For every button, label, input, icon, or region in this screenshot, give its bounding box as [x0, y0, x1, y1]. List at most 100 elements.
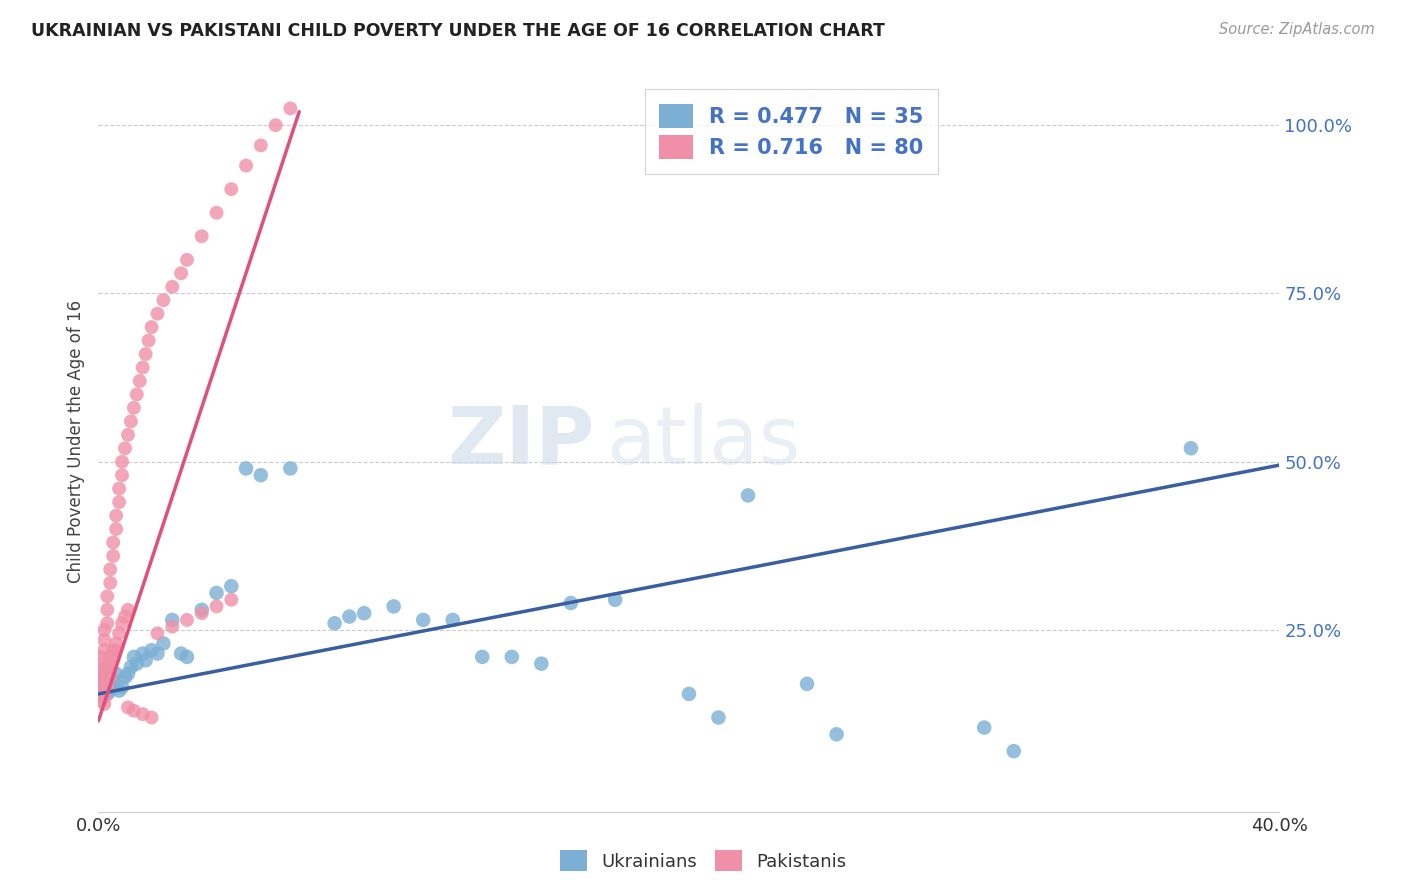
- Point: [98, 657, 121, 671]
- Point: [501, 649, 523, 664]
- Point: [796, 677, 818, 691]
- Point: [120, 660, 142, 674]
- Point: [96, 687, 118, 701]
- Point: [122, 704, 145, 718]
- Point: [125, 387, 148, 401]
- Point: [132, 707, 155, 722]
- Point: [280, 102, 302, 116]
- Point: [707, 710, 730, 724]
- Point: [191, 606, 214, 620]
- Point: [250, 138, 273, 153]
- Text: UKRAINIAN VS PAKISTANI CHILD POVERTY UNDER THE AGE OF 16 CORRELATION CHART: UKRAINIAN VS PAKISTANI CHILD POVERTY UND…: [31, 22, 884, 40]
- Point: [98, 575, 121, 590]
- Point: [176, 252, 198, 267]
- Point: [339, 609, 361, 624]
- Point: [146, 647, 169, 661]
- Point: [205, 205, 228, 219]
- Point: [111, 680, 134, 694]
- Point: [105, 522, 128, 536]
- Point: [96, 660, 118, 674]
- Point: [93, 633, 115, 648]
- Point: [170, 266, 193, 280]
- Point: [141, 710, 163, 724]
- Point: [141, 320, 163, 334]
- Point: [98, 562, 121, 576]
- Point: [96, 670, 118, 684]
- Point: [1002, 744, 1025, 758]
- Point: [93, 697, 115, 711]
- Point: [221, 579, 243, 593]
- Point: [221, 592, 243, 607]
- Point: [382, 599, 405, 614]
- Point: [98, 670, 121, 684]
- Point: [90, 664, 112, 678]
- Point: [471, 649, 494, 664]
- Point: [114, 670, 136, 684]
- Point: [93, 680, 115, 694]
- Point: [191, 603, 214, 617]
- Point: [323, 616, 346, 631]
- Text: atlas: atlas: [606, 402, 800, 481]
- Point: [280, 461, 302, 475]
- Point: [235, 159, 257, 173]
- Point: [90, 657, 112, 671]
- Point: [122, 649, 145, 664]
- Point: [125, 657, 148, 671]
- Point: [353, 606, 375, 620]
- Point: [264, 118, 287, 132]
- Point: [1180, 442, 1202, 456]
- Point: [530, 657, 553, 671]
- Point: [162, 620, 183, 634]
- Text: ZIP: ZIP: [447, 402, 595, 481]
- Point: [103, 549, 125, 563]
- Point: [98, 683, 121, 698]
- Point: [560, 596, 582, 610]
- Point: [98, 649, 121, 664]
- Point: [93, 623, 115, 637]
- Point: [114, 609, 136, 624]
- Point: [825, 727, 848, 741]
- Point: [93, 677, 115, 691]
- Point: [138, 334, 160, 348]
- Point: [93, 690, 115, 705]
- Point: [105, 643, 128, 657]
- Point: [122, 401, 145, 415]
- Point: [605, 592, 627, 607]
- Point: [108, 482, 131, 496]
- Point: [98, 664, 121, 678]
- Point: [103, 673, 125, 688]
- Point: [162, 613, 183, 627]
- Point: [103, 680, 125, 694]
- Point: [111, 616, 134, 631]
- Point: [111, 455, 134, 469]
- Point: [162, 279, 183, 293]
- Point: [90, 687, 112, 701]
- Legend: Ukrainians, Pakistanis: Ukrainians, Pakistanis: [553, 843, 853, 879]
- Point: [412, 613, 434, 627]
- Point: [90, 664, 112, 678]
- Point: [108, 495, 131, 509]
- Point: [108, 683, 131, 698]
- Point: [132, 360, 155, 375]
- Point: [96, 680, 118, 694]
- Point: [105, 508, 128, 523]
- Point: [152, 293, 174, 308]
- Point: [114, 442, 136, 456]
- Legend: R = 0.477   N = 35, R = 0.716   N = 80: R = 0.477 N = 35, R = 0.716 N = 80: [645, 89, 938, 174]
- Point: [93, 683, 115, 698]
- Text: Source: ZipAtlas.com: Source: ZipAtlas.com: [1219, 22, 1375, 37]
- Point: [111, 468, 134, 483]
- Point: [93, 643, 115, 657]
- Point: [117, 427, 139, 442]
- Point: [737, 488, 759, 502]
- Point: [250, 468, 273, 483]
- Point: [170, 647, 193, 661]
- Point: [146, 626, 169, 640]
- Point: [108, 626, 131, 640]
- Point: [90, 694, 112, 708]
- Point: [678, 687, 700, 701]
- Point: [152, 636, 174, 650]
- Point: [90, 666, 112, 681]
- Point: [93, 670, 115, 684]
- Point: [132, 647, 155, 661]
